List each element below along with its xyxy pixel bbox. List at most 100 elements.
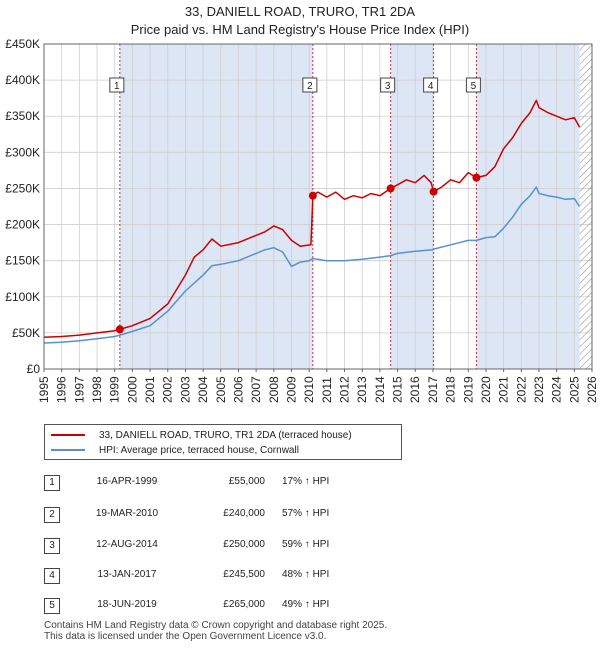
sale-label: 1 <box>114 81 120 92</box>
hpi-line-swatch <box>51 449 85 451</box>
sale-label: 4 <box>428 81 434 92</box>
x-tick-label: 2013 <box>355 376 369 403</box>
legend-property-label: 33, DANIELL ROAD, TRURO, TR1 2DA (terrac… <box>99 429 352 441</box>
sale-label: 2 <box>307 81 313 92</box>
x-tick-label: 2009 <box>284 376 298 403</box>
footer-line-1: Contains HM Land Registry data © Crown c… <box>44 620 388 631</box>
y-tick-label: £200K <box>5 218 40 232</box>
legend-item-property: 33, DANIELL ROAD, TRURO, TR1 2DA (terrac… <box>51 428 352 442</box>
y-tick-label: £400K <box>5 73 40 87</box>
x-tick-label: 2008 <box>267 376 281 403</box>
table-row: 5 18-JUN-2019 £265,000 49% ↑ HPI <box>0 596 600 616</box>
sale-point <box>115 325 124 334</box>
sale-price: £250,000 <box>223 539 265 550</box>
sale-date: 19-MAR-2010 <box>95 508 159 519</box>
x-tick-label: 2024 <box>550 376 564 403</box>
legend: 33, DANIELL ROAD, TRURO, TR1 2DA (terrac… <box>44 424 402 460</box>
x-tick-label: 1998 <box>90 376 104 403</box>
y-tick-label: £150K <box>5 254 40 268</box>
sale-label-box <box>302 77 318 93</box>
sale-hpi-change: 48% ↑ HPI <box>282 569 330 580</box>
x-tick-label: 2006 <box>231 376 245 403</box>
sale-number-badge: 2 <box>44 507 60 523</box>
sale-label-box <box>109 77 125 93</box>
y-tick-label: £0 <box>27 362 41 376</box>
hpi-line <box>43 186 581 344</box>
sale-hpi-change: 49% ↑ HPI <box>282 599 330 610</box>
x-tick-label: 2026 <box>585 376 599 403</box>
x-tick-label: 2004 <box>196 376 210 403</box>
y-tick-label: £300K <box>5 145 40 159</box>
x-tick-label: 1995 <box>37 376 51 403</box>
property-line-swatch <box>51 434 85 436</box>
sale-price: £265,000 <box>223 599 265 610</box>
x-tick-label: 2020 <box>479 376 493 403</box>
property-price-line <box>43 99 581 338</box>
x-tick-label: 2000 <box>125 376 139 403</box>
series-lines <box>43 99 581 344</box>
x-tick-label: 2023 <box>532 376 546 403</box>
shaded-range <box>476 44 580 369</box>
forecast-hatch <box>579 44 592 369</box>
table-row: 1 16-APR-1999 £55,000 17% ↑ HPI <box>0 473 600 493</box>
x-tick-label: 1996 <box>55 376 69 403</box>
sale-date: 13-JAN-2017 <box>97 569 157 580</box>
y-tick-label: £50K <box>12 326 40 340</box>
sale-point <box>308 191 317 200</box>
y-tick-label: £450K <box>5 37 40 51</box>
x-tick-label: 2002 <box>161 376 175 403</box>
footer-line-2: This data is licensed under the Open Gov… <box>44 631 327 642</box>
sale-hpi-change: 57% ↑ HPI <box>282 508 330 519</box>
x-tick-label: 2003 <box>178 376 192 403</box>
x-tick-label: 2022 <box>514 376 528 403</box>
chart-subtitle: Price paid vs. HM Land Registry's House … <box>130 22 470 37</box>
sale-price: £245,500 <box>223 569 265 580</box>
sale-date: 12-AUG-2014 <box>96 539 158 550</box>
x-tick-label: 2012 <box>338 376 352 403</box>
sale-markers: 1 2 3 4 5 <box>109 77 481 334</box>
y-tick-label: £250K <box>5 181 40 195</box>
x-tick-label: 2018 <box>444 376 458 403</box>
y-tick-label: £100K <box>5 290 40 304</box>
sale-number-badge: 1 <box>44 475 60 491</box>
sale-date: 18-JUN-2019 <box>97 599 157 610</box>
footer-attribution: Contains HM Land Registry data © Crown c… <box>44 620 387 642</box>
x-tick-label: 2017 <box>426 376 440 403</box>
sale-point <box>386 184 395 193</box>
axes: £0 £50K £100K £150K £200K £250K £300K £350K £400… <box>5 37 599 403</box>
sale-number-badge: 3 <box>44 538 60 554</box>
sale-number-badge: 4 <box>44 568 60 584</box>
sale-hpi-change: 59% ↑ HPI <box>282 539 330 550</box>
sale-label-box <box>380 77 396 93</box>
sale-price: £55,000 <box>228 476 265 487</box>
x-tick-label: 2016 <box>408 376 422 403</box>
x-tick-label: 2010 <box>302 376 316 403</box>
price-chart: 1 2 3 4 5 £0 £50K £100K £150K £200K £250K £300K £35… <box>5 37 599 403</box>
legend-item-hpi: HPI: Average price, terraced house, Corn… <box>51 443 299 457</box>
y-tick-label: £350K <box>5 109 40 123</box>
sale-point <box>472 173 481 182</box>
x-tick-label: 2015 <box>391 376 405 403</box>
x-tick-label: 2001 <box>143 376 157 403</box>
sale-label-box <box>423 77 439 93</box>
legend-hpi-label: HPI: Average price, terraced house, Corn… <box>99 444 299 456</box>
sale-hpi-change: 17% ↑ HPI <box>282 476 330 487</box>
x-tick-label: 2019 <box>461 376 475 403</box>
sale-point <box>429 187 438 196</box>
shaded-range <box>119 44 313 369</box>
sale-number-badge: 5 <box>44 598 60 614</box>
plot-frame <box>43 43 593 370</box>
sale-label-box <box>465 77 481 93</box>
x-tick-label: 2005 <box>214 376 228 403</box>
shaded-range <box>390 44 434 369</box>
table-row: 2 19-MAR-2010 £240,000 57% ↑ HPI <box>0 505 600 525</box>
sale-label: 3 <box>385 81 391 92</box>
x-tick-label: 2007 <box>249 376 263 403</box>
chart-title: 33, DANIELL ROAD, TRURO, TR1 2DA <box>184 4 416 19</box>
table-row: 4 13-JAN-2017 £245,500 48% ↑ HPI <box>0 566 600 586</box>
x-tick-label: 1997 <box>72 376 86 403</box>
forecast-hatch-area <box>579 44 592 369</box>
x-tick-label: 2011 <box>320 377 334 403</box>
table-row: 3 12-AUG-2014 £250,000 59% ↑ HPI <box>0 536 600 556</box>
x-tick-label: 2021 <box>497 376 511 403</box>
